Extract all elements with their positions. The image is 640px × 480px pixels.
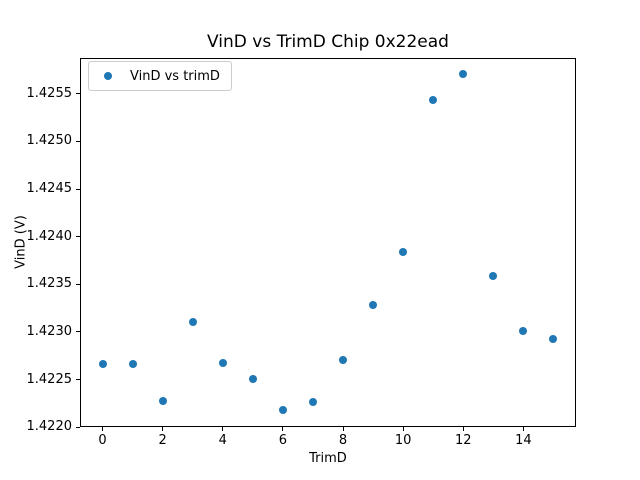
y-tick-label: 1.4245 <box>26 181 73 197</box>
data-point <box>399 247 408 256</box>
y-tick-mark <box>76 331 80 333</box>
y-tick-mark <box>76 188 80 190</box>
y-tick-label: 1.4250 <box>26 133 73 149</box>
y-tick-label: 1.4220 <box>26 419 73 435</box>
y-tick-label: 1.4235 <box>26 276 73 292</box>
y-tick-mark <box>76 93 80 95</box>
y-tick-label: 1.4255 <box>26 85 73 101</box>
data-point <box>369 301 378 310</box>
data-point <box>339 355 348 364</box>
plot-area <box>80 58 576 427</box>
x-tick-mark <box>402 427 404 432</box>
x-tick-mark <box>462 427 464 432</box>
data-point <box>128 360 137 369</box>
y-tick-mark <box>76 426 80 428</box>
y-tick-mark <box>76 379 80 381</box>
data-point <box>519 326 528 335</box>
data-point <box>308 398 317 407</box>
data-point <box>489 271 498 280</box>
y-tick-mark <box>76 140 80 142</box>
x-tick-mark <box>162 427 164 432</box>
x-tick-label: 8 <box>338 433 348 448</box>
data-point <box>188 318 197 327</box>
data-point <box>98 360 107 369</box>
legend-marker-icon <box>104 72 112 80</box>
x-tick-mark <box>222 427 224 432</box>
data-point <box>429 96 438 105</box>
y-tick-label: 1.4230 <box>26 323 73 339</box>
x-axis-label: TrimD <box>309 451 347 466</box>
x-tick-mark <box>342 427 344 432</box>
x-tick-mark <box>282 427 284 432</box>
x-tick-mark <box>102 427 104 432</box>
data-point <box>459 69 468 78</box>
x-tick-mark <box>522 427 524 432</box>
y-tick-label: 1.4240 <box>26 228 73 244</box>
x-tick-label: 0 <box>98 433 107 448</box>
chart-title: VinD vs TrimD Chip 0x22ead <box>207 32 449 52</box>
data-point <box>248 374 257 383</box>
legend-label: VinD vs trimD <box>130 68 220 84</box>
x-tick-label: 10 <box>394 433 412 448</box>
y-tick-mark <box>76 283 80 285</box>
x-tick-label: 2 <box>158 433 167 448</box>
data-point <box>158 397 167 406</box>
x-tick-label: 14 <box>515 433 532 448</box>
data-point <box>549 334 558 343</box>
x-tick-label: 4 <box>218 433 227 448</box>
data-point <box>218 359 227 368</box>
data-point <box>278 406 287 415</box>
x-tick-label: 12 <box>454 433 472 448</box>
y-tick-mark <box>76 236 80 238</box>
legend: VinD vs trimD <box>88 61 232 91</box>
x-tick-label: 6 <box>278 433 288 448</box>
y-tick-label: 1.4225 <box>26 371 73 387</box>
